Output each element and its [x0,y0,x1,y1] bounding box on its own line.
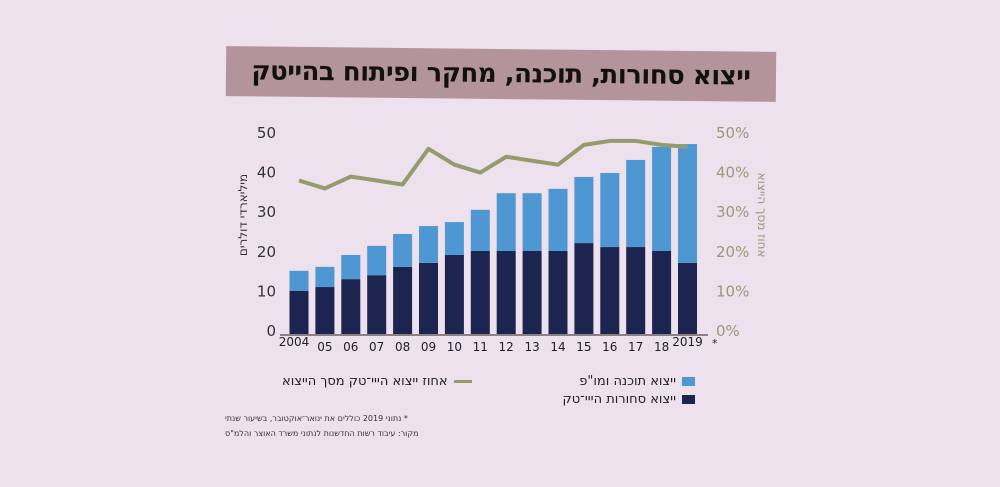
bar-software-2004 [289,270,309,292]
legend-label-goods: ייצוא סחורות הייי־טק [562,392,676,407]
bar-goods-14 [548,251,568,334]
legend-item-software: ייצוא תוכנה ומו"פ [579,374,695,389]
bar-goods-09 [419,262,438,334]
bar-software-12 [496,193,516,252]
bar-goods-07 [367,275,387,334]
y-tick-10: 10 [257,282,276,300]
y-tick-30: 30 [257,203,276,221]
x-tick-18: 18 [654,340,669,354]
y-tick-50: 50 [257,124,276,142]
x-tick-05: 05 [317,340,332,354]
x-tick-06: 06 [343,340,358,354]
bar-software-09 [419,226,438,263]
x-tick-07: 07 [369,340,384,354]
line-series [298,138,688,191]
y2-tick-0%: 0% [716,322,740,340]
x-tick-08: 08 [395,340,410,354]
y-tick-0: 0 [266,322,276,340]
y2-tick-50%: 50% [716,124,749,142]
y2-tick-10%: 10% [716,282,749,300]
bar-goods-11 [470,251,490,334]
bar-software-16 [600,172,620,248]
x-axis-note: * [712,337,718,350]
legend-swatch-line [453,380,472,383]
bar-goods-10 [444,254,464,334]
bar-goods-05 [315,287,335,334]
bar-software-18 [652,146,672,252]
bar-goods-16 [600,247,620,334]
bar-software-05 [315,266,335,288]
x-tick-12: 12 [499,340,514,354]
x-tick-16: 16 [602,340,617,354]
bar-goods-17 [626,247,646,334]
legend-item-goods: ייצוא סחורות הייי־טק [563,392,695,407]
bar-software-11 [470,209,490,252]
footnote-1: * נתוני 2019 כוללים את ינואר־אוקטובר, בש… [225,414,408,423]
line-hitech-share [298,138,688,191]
bar-goods-08 [393,266,413,334]
legend-label-line: אחוז ייצוא הייי־טק מסך הייצוא [282,374,448,389]
bar-goods-12 [496,251,516,334]
x-tick-11: 11 [473,340,488,354]
y2-tick-30%: 30% [716,203,749,221]
y-axis-left: 0 10 20 30 40 50 [257,124,276,340]
bar-software-08 [393,233,413,267]
x-tick-13: 13 [524,340,539,354]
footnote-source: מקור: עיבוד רשות החדשנות לנתוני משרד האו… [225,429,419,438]
bar-software-13 [522,193,542,252]
bar-software-06 [341,254,361,280]
x-axis: 2004 05 06 07 08 09 10 11 12 13 14 15 16 17 18 2019 [279,335,703,354]
x-tick-17: 17 [628,340,643,354]
y2-tick-20%: 20% [716,243,749,261]
bar-goods-2004 [289,291,309,334]
x-tick-09: 09 [421,340,436,354]
x-tick-15: 15 [576,340,591,354]
bar-software-15 [574,176,594,244]
legend-label-software: ייצוא תוכנה ומו"פ [579,374,676,389]
x-tick-2004: 2004 [279,335,310,349]
bar-goods-15 [574,243,594,334]
bar-goods-18 [652,251,672,334]
bar-software-17 [626,159,646,248]
y-axis-title: מיליארדי דולרים [236,174,250,256]
bar-software-07 [367,245,387,276]
y2-axis-title: אחוז מסך הייצוא [755,173,769,258]
y-tick-20: 20 [257,243,276,261]
bar-software-14 [548,188,568,252]
y2-tick-40%: 40% [716,164,749,182]
bar-goods-13 [522,251,542,334]
legend-swatch-goods [682,395,695,404]
bar-software-2019 [678,144,697,263]
legend-swatch-software [682,377,695,386]
bars [289,144,697,334]
bar-software-10 [444,222,464,255]
y-axis-right: 0% 10% 20% 30% 40% 50% [716,124,749,340]
x-tick-14: 14 [550,340,565,354]
x-tick-10: 10 [447,340,462,354]
bar-goods-06 [341,279,361,334]
x-tick-2019: 2019 [672,335,703,349]
legend-item-line: אחוז ייצוא הייי־טק מסך הייצוא [282,374,472,389]
y-tick-40: 40 [257,164,276,182]
bar-goods-2019 [678,262,697,334]
